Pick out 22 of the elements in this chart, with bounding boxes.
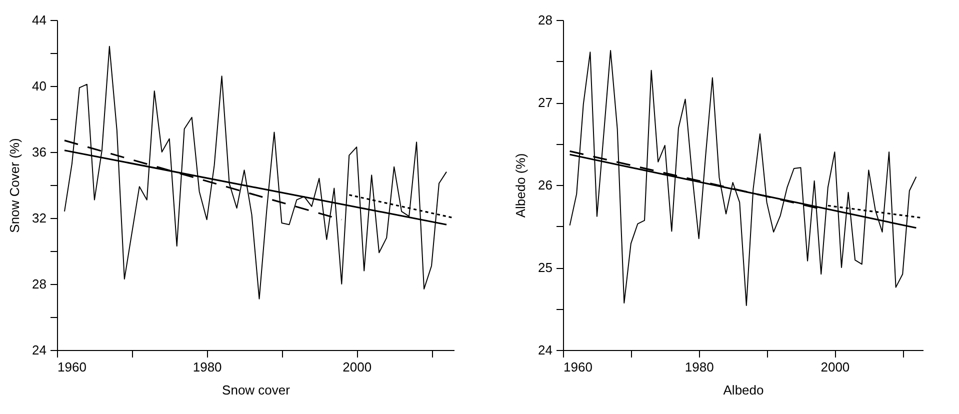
y-tick-label: 25: [538, 260, 552, 275]
y-tick-label: 24: [538, 342, 552, 358]
y-tick-label: 27: [538, 95, 552, 110]
y-tick-label: 28: [538, 12, 552, 28]
x-tick-label: 2000: [342, 360, 372, 374]
y-tick-label: 36: [32, 144, 46, 160]
y-tick-label: 26: [538, 178, 552, 192]
y-tick-label: 40: [32, 78, 46, 94]
x-tick-label: 2000: [820, 360, 850, 374]
y-tick-label: 32: [32, 210, 46, 226]
x-tick-label: 1980: [192, 360, 222, 374]
y-axis-title: Snow Cover (%): [7, 138, 22, 233]
x-tick-label: 1960: [58, 360, 86, 374]
y-axis-title: Albedo (%): [513, 153, 528, 218]
x-axis-title: Albedo: [723, 382, 764, 398]
line-series: [569, 50, 917, 306]
y-tick-label: 24: [32, 342, 46, 358]
x-tick-label: 1960: [564, 360, 592, 374]
x-axis-title: Snow cover: [222, 382, 291, 398]
y-tick-label: 28: [32, 276, 46, 292]
y-tick-label: 44: [32, 12, 46, 28]
x-tick-label: 1980: [684, 360, 714, 374]
